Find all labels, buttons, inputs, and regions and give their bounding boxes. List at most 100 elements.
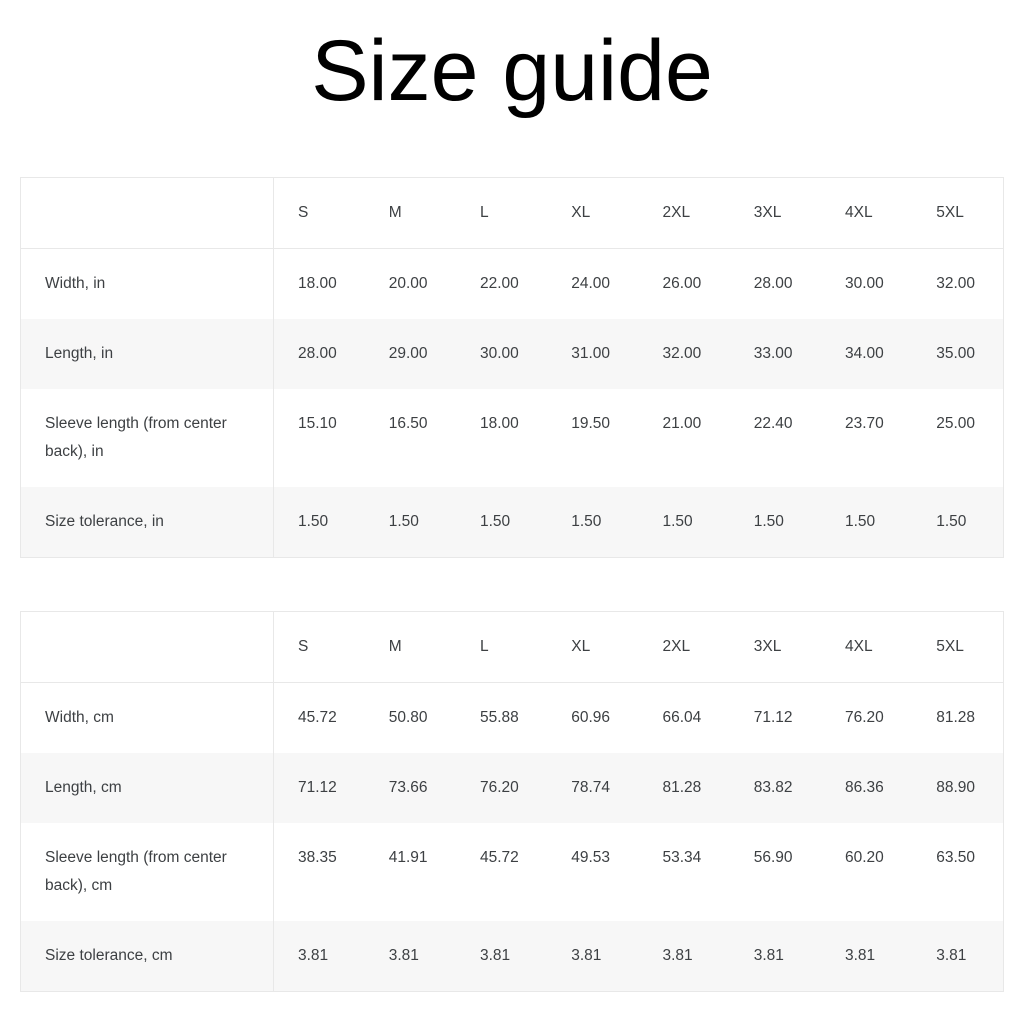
size-column-header: M — [364, 177, 456, 250]
size-value-cell: 81.28 — [936, 709, 976, 727]
size-value-cell: 50.80 — [388, 709, 428, 727]
size-column-header: 2XL — [638, 611, 730, 684]
table-row-sleeve-in: Sleeve length (from center back), in 15.… — [20, 389, 1004, 488]
size-table-centimeters: S M L XL 2XL 3XL 4XL 5XL Width, cm 45.72… — [20, 611, 1004, 993]
size-value-cell: 63.50 — [936, 849, 976, 867]
size-column-header: 2XL — [638, 177, 730, 250]
size-column-header: L — [456, 611, 548, 684]
size-value-cell: 3.81 — [298, 947, 329, 965]
size-value-cell: 32.00 — [662, 345, 702, 363]
size-value-cell: 1.50 — [753, 513, 784, 531]
table-row-width-in: Width, in 18.00 20.00 22.00 24.00 26.00 … — [20, 248, 1004, 320]
size-value-cell: 76.20 — [480, 779, 519, 797]
size-value-cell: 1.50 — [298, 513, 329, 531]
size-value-cell: 76.20 — [845, 709, 884, 727]
size-table-inches: S M L XL 2XL 3XL 4XL 5XL Width, in 18.00… — [20, 177, 1004, 559]
size-value-cell: 3.81 — [936, 947, 967, 965]
size-value-cell: 78.74 — [571, 779, 611, 797]
row-label: Length, cm — [20, 753, 274, 824]
size-column-header: 5XL — [912, 177, 1004, 250]
size-value-cell: 20.00 — [388, 275, 428, 293]
size-value-cell: 21.00 — [662, 415, 702, 433]
size-value-cell: 23.70 — [845, 415, 884, 433]
row-label: Sleeve length (from center back), cm — [20, 823, 274, 922]
size-value-cell: 3.81 — [662, 947, 693, 965]
size-value-cell: 3.81 — [845, 947, 876, 965]
header-row: S M L XL 2XL 3XL 4XL 5XL — [20, 611, 1004, 684]
size-value-cell: 81.28 — [662, 779, 702, 797]
size-value-cell: 29.00 — [388, 345, 428, 363]
size-column-header: M — [364, 611, 456, 684]
size-value-cell: 19.50 — [571, 415, 611, 433]
row-label: Size tolerance, cm — [20, 921, 274, 992]
size-value-cell: 38.35 — [298, 849, 337, 867]
size-value-cell: 34.00 — [845, 345, 884, 363]
size-value-cell: 71.12 — [298, 779, 337, 797]
size-value-cell: 66.04 — [662, 709, 702, 727]
table-row-width-cm: Width, cm 45.72 50.80 55.88 60.96 66.04 … — [20, 682, 1004, 754]
header-empty-cell — [20, 177, 274, 250]
size-value-cell: 18.00 — [298, 275, 337, 293]
size-value-cell: 88.90 — [936, 779, 976, 797]
header-empty-cell — [20, 611, 274, 684]
size-value-cell: 15.10 — [298, 415, 337, 433]
table-row-sleeve-cm: Sleeve length (from center back), cm 38.… — [20, 823, 1004, 922]
size-value-cell: 28.00 — [298, 345, 337, 363]
row-label: Sleeve length (from center back), in — [20, 389, 274, 488]
size-value-cell: 28.00 — [753, 275, 793, 293]
size-column-header: 4XL — [821, 611, 913, 684]
size-value-cell: 49.53 — [571, 849, 611, 867]
header-row: S M L XL 2XL 3XL 4XL 5XL — [20, 177, 1004, 250]
size-value-cell: 18.00 — [480, 415, 519, 433]
size-column-header: 3XL — [729, 177, 821, 250]
size-value-cell: 71.12 — [753, 709, 793, 727]
table-row-tolerance-cm: Size tolerance, cm 3.81 3.81 3.81 3.81 3… — [20, 921, 1004, 992]
size-value-cell: 53.34 — [662, 849, 702, 867]
table-row-length-in: Length, in 28.00 29.00 30.00 31.00 32.00… — [20, 319, 1004, 390]
size-value-cell: 3.81 — [388, 947, 419, 965]
size-value-cell: 1.50 — [571, 513, 602, 531]
size-value-cell: 26.00 — [662, 275, 702, 293]
size-column-header: L — [456, 177, 548, 250]
size-value-cell: 31.00 — [571, 345, 611, 363]
size-value-cell: 45.72 — [480, 849, 519, 867]
size-value-cell: 1.50 — [936, 513, 967, 531]
size-tables-container: S M L XL 2XL 3XL 4XL 5XL Width, in 18.00… — [0, 177, 1024, 993]
size-value-cell: 73.66 — [388, 779, 428, 797]
size-value-cell: 35.00 — [936, 345, 976, 363]
size-value-cell: 60.96 — [571, 709, 611, 727]
size-value-cell: 3.81 — [753, 947, 784, 965]
size-value-cell: 1.50 — [662, 513, 693, 531]
size-value-cell: 83.82 — [753, 779, 793, 797]
size-value-cell: 22.40 — [753, 415, 793, 433]
size-value-cell: 24.00 — [571, 275, 611, 293]
size-column-header: S — [273, 177, 365, 250]
size-value-cell: 55.88 — [480, 709, 519, 727]
size-value-cell: 3.81 — [571, 947, 602, 965]
size-value-cell: 1.50 — [388, 513, 419, 531]
size-column-header: 5XL — [912, 611, 1004, 684]
row-label: Width, in — [20, 248, 274, 320]
size-column-header: 4XL — [821, 177, 913, 250]
table-row-length-cm: Length, cm 71.12 73.66 76.20 78.74 81.28… — [20, 753, 1004, 824]
size-value-cell: 1.50 — [480, 513, 511, 531]
size-value-cell: 30.00 — [480, 345, 519, 363]
size-column-header: XL — [547, 611, 639, 684]
table-row-tolerance-in: Size tolerance, in 1.50 1.50 1.50 1.50 1… — [20, 487, 1004, 558]
size-value-cell: 33.00 — [753, 345, 793, 363]
size-value-cell: 1.50 — [845, 513, 876, 531]
size-value-cell: 86.36 — [845, 779, 884, 797]
size-value-cell: 30.00 — [845, 275, 884, 293]
size-value-cell: 3.81 — [480, 947, 511, 965]
size-value-cell: 22.00 — [480, 275, 519, 293]
size-value-cell: 60.20 — [845, 849, 884, 867]
row-label: Size tolerance, in — [20, 487, 274, 558]
size-value-cell: 16.50 — [388, 415, 428, 433]
size-value-cell: 56.90 — [753, 849, 793, 867]
size-value-cell: 25.00 — [936, 415, 976, 433]
size-value-cell: 32.00 — [936, 275, 976, 293]
size-value-cell: 45.72 — [298, 709, 337, 727]
size-column-header: XL — [547, 177, 639, 250]
page-title: Size guide — [311, 23, 713, 119]
